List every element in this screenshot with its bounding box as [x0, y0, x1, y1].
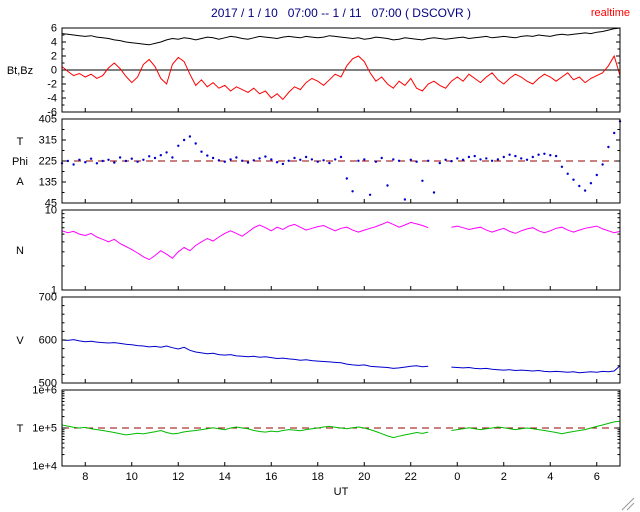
- series-bt: [61, 27, 621, 46]
- y-tick-label: 500: [39, 378, 57, 390]
- y-tick-label: 10: [45, 205, 57, 217]
- y-tick-label: 0: [51, 65, 57, 77]
- x-tick-label: 10: [126, 471, 138, 483]
- panel-ylabel: A: [16, 176, 24, 188]
- series-bz: [61, 54, 621, 101]
- series-phi-points: [60, 120, 622, 201]
- panel-ylabel: V: [16, 335, 24, 347]
- panel-ylabel: T: [17, 423, 24, 435]
- y-tick-label: 135: [39, 177, 57, 189]
- y-tick-label: -2: [47, 79, 57, 91]
- panel-frame: [61, 209, 621, 291]
- series-v: [61, 339, 621, 374]
- panel-ylabel: N: [16, 245, 24, 257]
- y-tick-label: 600: [39, 335, 57, 347]
- y-tick-label: 4: [51, 37, 57, 49]
- series-t: [61, 420, 621, 439]
- y-tick-label: -6: [47, 107, 57, 119]
- y-tick-label: 405: [39, 114, 57, 126]
- x-tick-label: 12: [172, 471, 184, 483]
- x-tick-label: 2: [501, 471, 507, 483]
- y-tick-label: 45: [45, 198, 57, 210]
- panel-v: 700 600 500 V: [16, 292, 621, 390]
- plot-title: 2017 / 1 / 10 07:00 -- 1 / 11 07:00 ( DS…: [211, 6, 471, 20]
- panel-bt-bz: 6 4 2 0 -2 -4 -6 Bt,Bz: [7, 23, 621, 119]
- x-tick-label: 14: [219, 471, 231, 483]
- x-tick-label: 0: [454, 471, 460, 483]
- panel-frame: [61, 296, 621, 384]
- x-tick-label: 8: [82, 471, 88, 483]
- panel-phi: 405 315 225 135 45 T Phi A: [12, 114, 622, 210]
- y-tick-label: 1e+4: [32, 461, 57, 473]
- x-tick-label: 18: [312, 471, 324, 483]
- y-tick-label: 1e+6: [32, 385, 57, 397]
- y-tick-label: 6: [51, 23, 57, 35]
- x-tick-label: 20: [358, 471, 370, 483]
- y-tick-label: 315: [39, 135, 57, 147]
- y-tick-label: 700: [39, 292, 57, 304]
- y-tick-label: 225: [39, 156, 57, 168]
- x-tick-label: 6: [594, 471, 600, 483]
- realtime-label: realtime: [590, 7, 630, 19]
- panel-ylabel: Phi: [12, 156, 28, 168]
- panel-n: 10 1 N: [16, 205, 621, 297]
- panel-t: 1e+6 1e+5 1e+4 T: [17, 385, 621, 473]
- series-n: [61, 221, 621, 261]
- x-axis-label: UT: [334, 486, 349, 498]
- panel-ylabel: T: [17, 136, 24, 148]
- y-tick-label: 1e+5: [32, 423, 57, 435]
- x-axis: 8 10 12 14 16 18 20 22 0 2 4 6 UT: [82, 471, 600, 498]
- x-tick-label: 16: [265, 471, 277, 483]
- y-tick-label: -4: [47, 93, 57, 105]
- resize-handle[interactable]: [621, 497, 635, 511]
- y-tick-label: 2: [51, 51, 57, 63]
- x-tick-label: 4: [547, 471, 553, 483]
- x-tick-label: 22: [405, 471, 417, 483]
- y-tick-label: 1: [51, 285, 57, 297]
- panel-ylabel: Bt,Bz: [7, 65, 33, 77]
